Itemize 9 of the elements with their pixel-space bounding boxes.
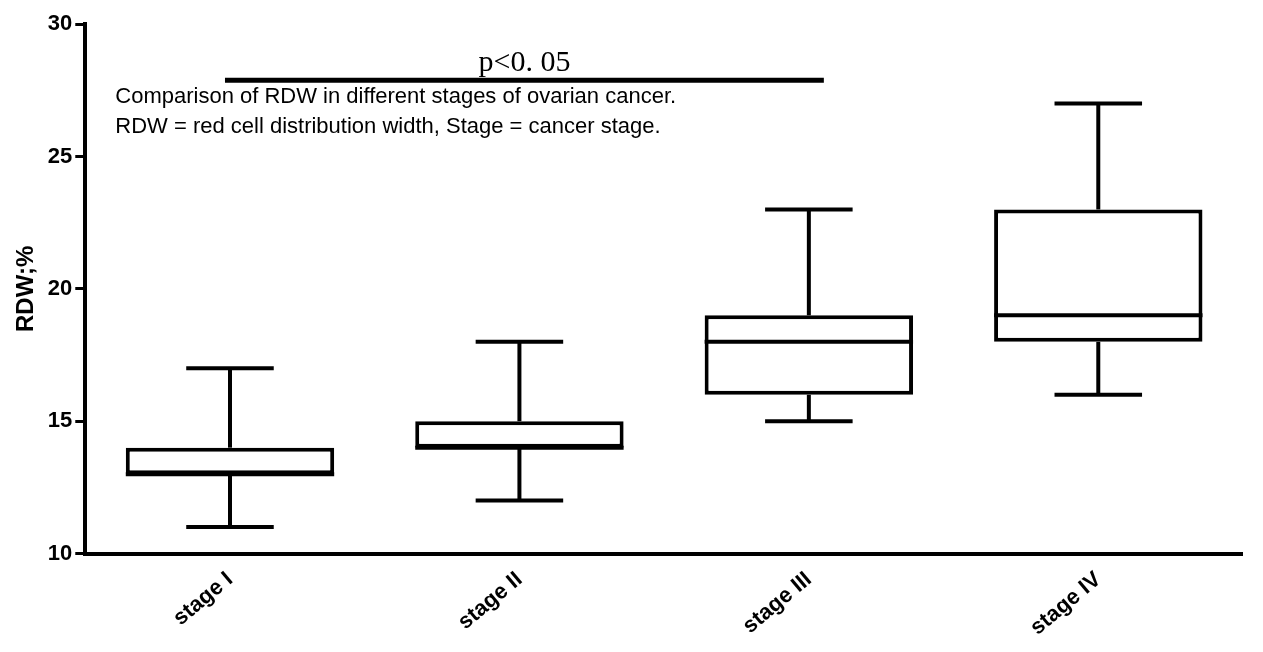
y-tick-label: 25 (47, 142, 73, 168)
y-axis-title: RDW;% (11, 245, 39, 332)
annotation: Comparison of RDW in different stages of ovarian cancer. (115, 83, 677, 109)
y-tick-label: 15 (47, 407, 73, 433)
annotation: RDW = red cell distribution width, Stage = cancer stage. (115, 113, 661, 139)
annotation: p<0. 05 (478, 44, 571, 78)
y-tick-label: 10 (47, 539, 73, 565)
y-tick-label: 30 (47, 10, 73, 36)
y-tick-label: 20 (47, 274, 73, 300)
